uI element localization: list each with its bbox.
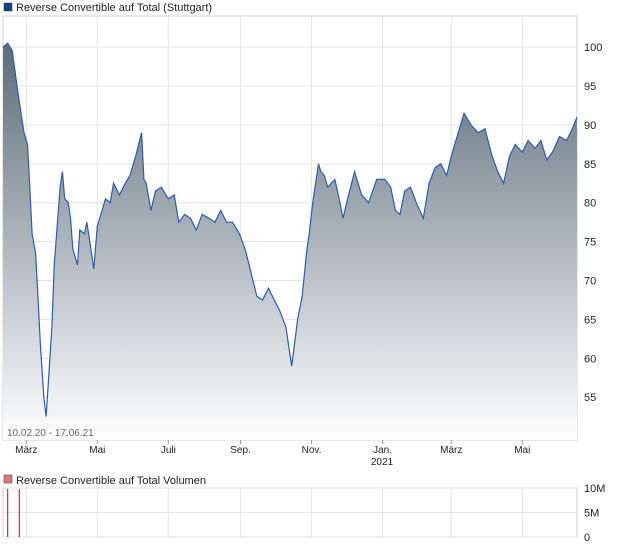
x-tick-label: März <box>15 445 37 456</box>
volume-y-axis: 10M 5M 0 <box>584 483 605 544</box>
year-label: 2021 <box>371 457 394 468</box>
price-y-tick-label: 95 <box>584 81 596 93</box>
price-y-tick-label: 90 <box>584 120 596 132</box>
price-y-axis: 100 95 90 85 80 75 70 65 60 55 <box>584 42 602 404</box>
price-area <box>3 43 577 440</box>
price-y-tick-label: 75 <box>584 237 596 249</box>
price-y-tick-label: 55 <box>584 392 596 404</box>
x-tick-label: März <box>440 445 462 456</box>
price-legend-swatch <box>3 2 13 12</box>
price-line <box>2 42 578 417</box>
x-tick-label: Juli <box>161 445 176 456</box>
price-y-tick-label: 60 <box>584 353 596 365</box>
price-y-tick-label: 85 <box>584 159 596 171</box>
date-range-label: 10.02.20 - 17.06.21 <box>7 428 94 439</box>
x-tick-label: Mai <box>89 445 105 456</box>
volume-legend-label: Reverse Convertible auf Total Volumen <box>16 475 206 487</box>
volume-legend-swatch <box>3 474 13 484</box>
x-tick-label: Sep. <box>230 445 251 456</box>
volume-bars <box>7 488 20 537</box>
volume-bar <box>18 488 20 537</box>
price-legend-label: Reverse Convertible auf Total (Stuttgart… <box>16 2 212 14</box>
x-tick-label: Jan. <box>373 445 392 456</box>
price-y-tick-label: 80 <box>584 198 596 210</box>
price-y-tick-label: 65 <box>584 314 596 326</box>
x-tick-label: Nov. <box>302 445 322 456</box>
volume-bar <box>7 488 9 537</box>
volume-y-tick-label: 10M <box>584 483 605 495</box>
volume-grid <box>3 487 577 538</box>
volume-y-tick-label: 5M <box>584 508 599 520</box>
price-y-tick-label: 100 <box>584 42 602 54</box>
volume-y-tick-label: 0 <box>584 532 590 544</box>
x-tick-label: Mai <box>514 445 530 456</box>
price-x-axis: März Mai Juli Sep. Nov. Jan. März Mai <box>15 440 530 456</box>
price-y-tick-label: 70 <box>584 276 596 288</box>
